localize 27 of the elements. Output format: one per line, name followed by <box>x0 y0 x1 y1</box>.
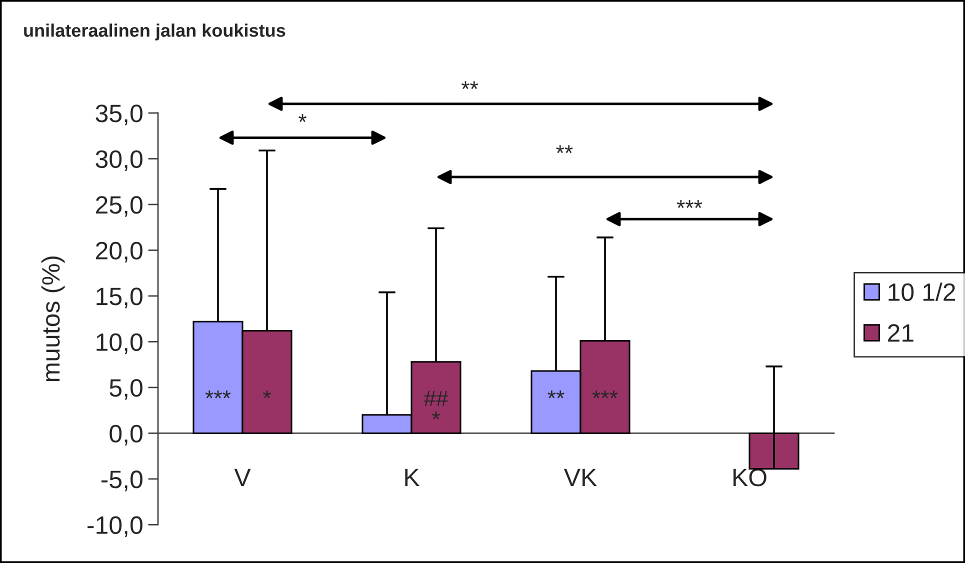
annotation: * <box>298 114 306 122</box>
y-tick-label: 35,0 <box>96 104 142 126</box>
legend-label: 21 <box>888 324 914 342</box>
x-tick-label: K <box>405 468 420 486</box>
annotation: * <box>263 390 271 398</box>
y-tick-label: 0,0 <box>110 424 142 446</box>
y-tick-label: 25,0 <box>96 196 142 217</box>
y-axis-title: muutos (%) <box>41 256 65 382</box>
legend-label: 10 1/2 <box>888 282 956 302</box>
annotation: ** <box>556 145 573 154</box>
chart-title: unilateraalinen jalan koukistus <box>24 24 286 40</box>
y-tick-label: 30,0 <box>96 150 142 171</box>
text: ** <box>462 81 478 90</box>
y-tick-label: 15,0 <box>96 288 142 308</box>
y-tick-label: 20,0 <box>96 242 142 262</box>
y-tick-label: 5,0 <box>110 379 142 400</box>
annotation: *** <box>205 390 231 398</box>
x-tick-label: V <box>234 468 251 486</box>
annotation: *** <box>676 200 702 208</box>
y-tick-label: 10,0 <box>96 333 142 354</box>
x-tick-label: VK <box>564 468 597 486</box>
x-tick-label: KO <box>733 468 766 486</box>
y-tick-label: -5,0 <box>101 470 142 492</box>
annotation: *** <box>592 390 618 398</box>
annotation: ** <box>548 390 564 398</box>
annotation: ## * <box>424 390 448 420</box>
y-tick-label: -10,0 <box>88 516 142 537</box>
